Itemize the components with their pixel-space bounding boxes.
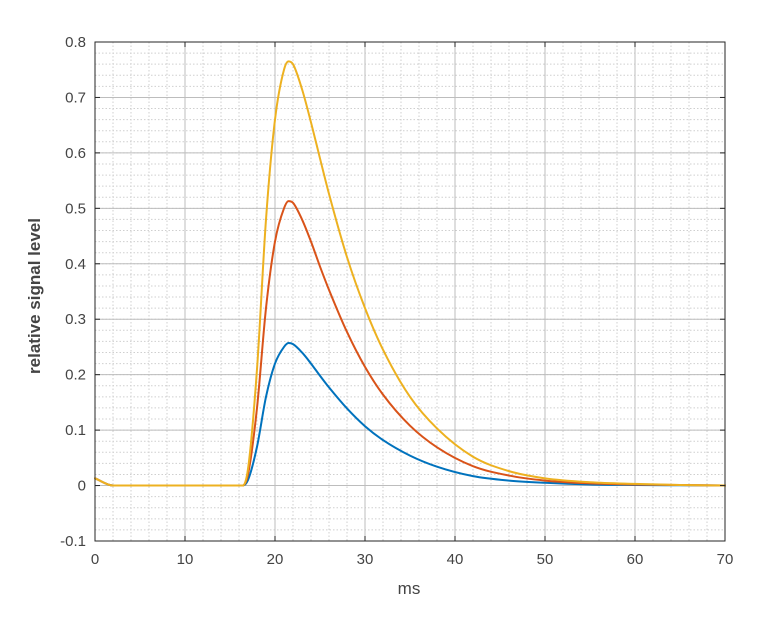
x-axis-title: ms [398, 579, 421, 598]
x-axis-ticks: 0 10 20 30 40 50 60 70 [91, 42, 734, 568]
x-tick-label: 60 [627, 551, 644, 568]
y-tick-label: 0.4 [65, 256, 86, 273]
y-tick-label: -0.1 [60, 533, 86, 550]
y-axis-ticks: -0.1 0 0.1 0.2 0.3 0.4 0.5 0.6 0.7 0.8 [60, 34, 725, 550]
y-tick-label: 0.2 [65, 367, 86, 384]
x-tick-label: 0 [91, 551, 99, 568]
plot-frame [94, 41, 726, 542]
y-tick-label: 0 [78, 478, 86, 495]
x-tick-label: 50 [537, 551, 554, 568]
y-axis-title: relative signal level [25, 218, 44, 374]
y-tick-label: 0.5 [65, 200, 86, 217]
x-tick-label: 10 [177, 551, 194, 568]
x-tick-label: 70 [717, 551, 734, 568]
series-line-3 [94, 60, 726, 487]
series-line-1 [94, 342, 726, 487]
x-tick-label: 30 [357, 551, 374, 568]
y-tick-label: 0.6 [65, 145, 86, 162]
series-line-2 [94, 200, 726, 487]
series-layer [94, 60, 726, 487]
y-tick-label: 0.1 [65, 422, 86, 439]
y-tick-label: 0.7 [65, 89, 86, 106]
x-tick-label: 40 [447, 551, 464, 568]
y-tick-label: 0.3 [65, 311, 86, 328]
x-tick-label: 20 [267, 551, 284, 568]
y-tick-label: 0.8 [65, 34, 86, 51]
